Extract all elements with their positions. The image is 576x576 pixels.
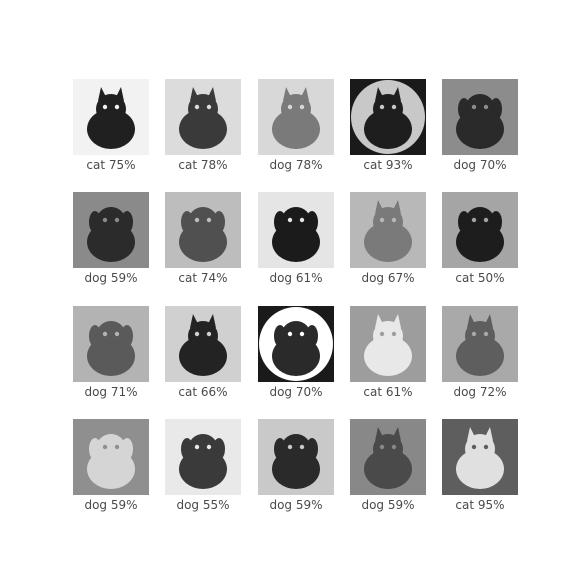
grid-cell: dog 78% — [258, 79, 334, 172]
grid-cell: dog 71% — [73, 306, 149, 399]
photo-thumbnail — [165, 419, 241, 495]
grid-cell: cat 95% — [442, 419, 518, 512]
prediction-label: dog 70% — [453, 158, 507, 172]
prediction-label: cat 50% — [455, 271, 505, 285]
prediction-label: cat 95% — [455, 498, 505, 512]
prediction-label: cat 74% — [178, 271, 228, 285]
photo-thumbnail — [258, 192, 334, 268]
prediction-label: dog 61% — [269, 271, 323, 285]
prediction-label: dog 78% — [269, 158, 323, 172]
prediction-label: cat 61% — [363, 385, 413, 399]
grid-cell: dog 61% — [258, 192, 334, 285]
photo-thumbnail — [73, 419, 149, 495]
grid-cell: cat 50% — [442, 192, 518, 285]
grid-cell: dog 55% — [165, 419, 241, 512]
prediction-label: cat 78% — [178, 158, 228, 172]
grid-cell: cat 75% — [73, 79, 149, 172]
grid-cell: dog 59% — [350, 419, 426, 512]
grid-cell: cat 93% — [350, 79, 426, 172]
prediction-label: dog 59% — [84, 271, 138, 285]
photo-thumbnail — [442, 192, 518, 268]
grid-cell: dog 70% — [442, 79, 518, 172]
photo-thumbnail — [258, 419, 334, 495]
grid-cell: dog 72% — [442, 306, 518, 399]
photo-thumbnail — [442, 79, 518, 155]
photo-thumbnail — [73, 306, 149, 382]
prediction-label: dog 71% — [84, 385, 138, 399]
prediction-label: dog 70% — [269, 385, 323, 399]
photo-thumbnail — [165, 306, 241, 382]
prediction-label: dog 59% — [361, 498, 415, 512]
photo-thumbnail — [165, 192, 241, 268]
grid-cell: dog 59% — [258, 419, 334, 512]
prediction-label: dog 67% — [361, 271, 415, 285]
photo-thumbnail — [165, 79, 241, 155]
grid-cell: cat 74% — [165, 192, 241, 285]
photo-thumbnail — [442, 419, 518, 495]
grid-cell: cat 61% — [350, 306, 426, 399]
prediction-label: dog 59% — [269, 498, 323, 512]
prediction-label: dog 72% — [453, 385, 507, 399]
prediction-label: dog 55% — [176, 498, 230, 512]
grid-cell: dog 59% — [73, 419, 149, 512]
prediction-label: dog 59% — [84, 498, 138, 512]
grid-cell: cat 78% — [165, 79, 241, 172]
photo-thumbnail — [350, 192, 426, 268]
photo-thumbnail — [350, 79, 426, 155]
photo-thumbnail — [442, 306, 518, 382]
photo-thumbnail — [258, 79, 334, 155]
grid-cell: dog 70% — [258, 306, 334, 399]
photo-thumbnail — [73, 79, 149, 155]
prediction-label: cat 75% — [86, 158, 136, 172]
grid-cell: dog 67% — [350, 192, 426, 285]
photo-thumbnail — [350, 419, 426, 495]
prediction-label: cat 66% — [178, 385, 228, 399]
photo-thumbnail — [73, 192, 149, 268]
grid-cell: cat 66% — [165, 306, 241, 399]
grid-cell: dog 59% — [73, 192, 149, 285]
photo-thumbnail — [258, 306, 334, 382]
prediction-label: cat 93% — [363, 158, 413, 172]
photo-thumbnail — [350, 306, 426, 382]
